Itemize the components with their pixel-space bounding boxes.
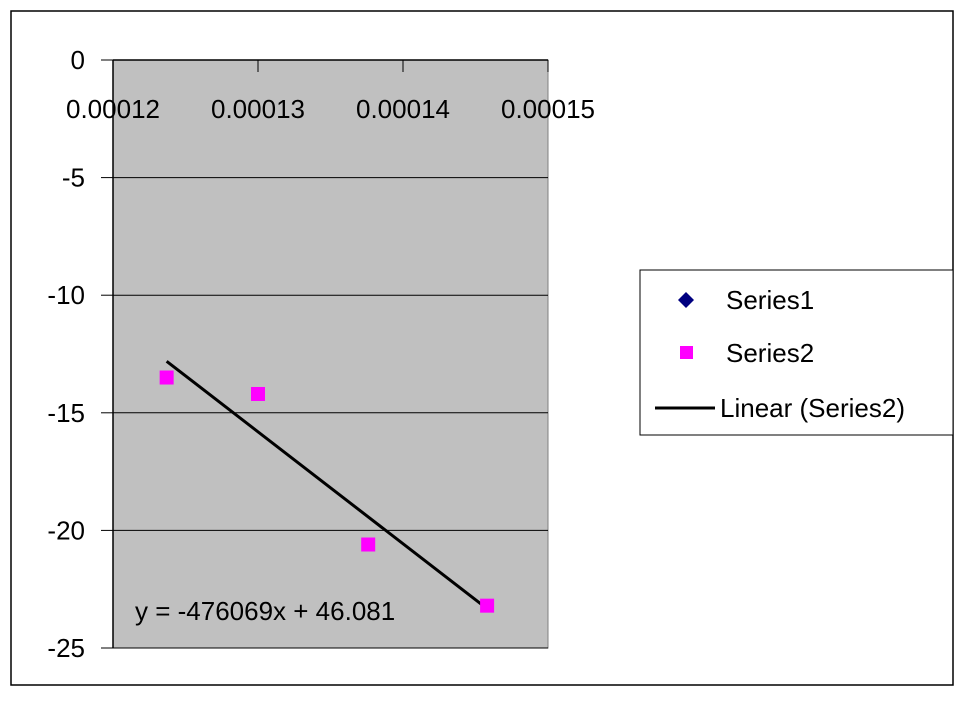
- data-point-series2: [159, 370, 174, 385]
- data-point-series2: [361, 537, 376, 552]
- legend-trendline-label: Linear (Series2): [720, 393, 905, 423]
- axes: 0 -5 -10 -15 -20 -25 0.00012 0.00013 0.00014 0.00…: [47, 45, 595, 663]
- plot-area: [112, 59, 549, 649]
- y-tick-label: 0: [71, 45, 85, 75]
- trendline-equation: y = -476069x + 46.081: [135, 596, 395, 626]
- y-tick-label: -10: [47, 280, 85, 310]
- y-tick-label: -25: [47, 633, 85, 663]
- legend: Series1 Series2 Linear (Series2): [639, 269, 954, 436]
- legend-series1-marker: [678, 292, 694, 308]
- trendline-layer: [165, 360, 489, 610]
- trendline: [165, 360, 489, 610]
- x-tick-label: 0.00015: [501, 94, 595, 124]
- x-tick-label: 0.00014: [356, 94, 450, 124]
- data-point-series2: [251, 386, 265, 401]
- legend-series2-marker: [680, 346, 693, 359]
- legend-series1-label: Series1: [726, 285, 814, 315]
- legend-series2-label: Series2: [726, 338, 814, 368]
- x-tick-label: 0.00013: [211, 94, 305, 124]
- data-points: [159, 370, 495, 613]
- grid-lines: [113, 177, 548, 649]
- x-tick-label: 0.00012: [66, 94, 160, 124]
- y-tick-label: -5: [62, 163, 85, 193]
- data-point-series2: [480, 598, 495, 613]
- y-tick-label: -20: [47, 515, 85, 545]
- y-tick-label: -15: [47, 398, 85, 428]
